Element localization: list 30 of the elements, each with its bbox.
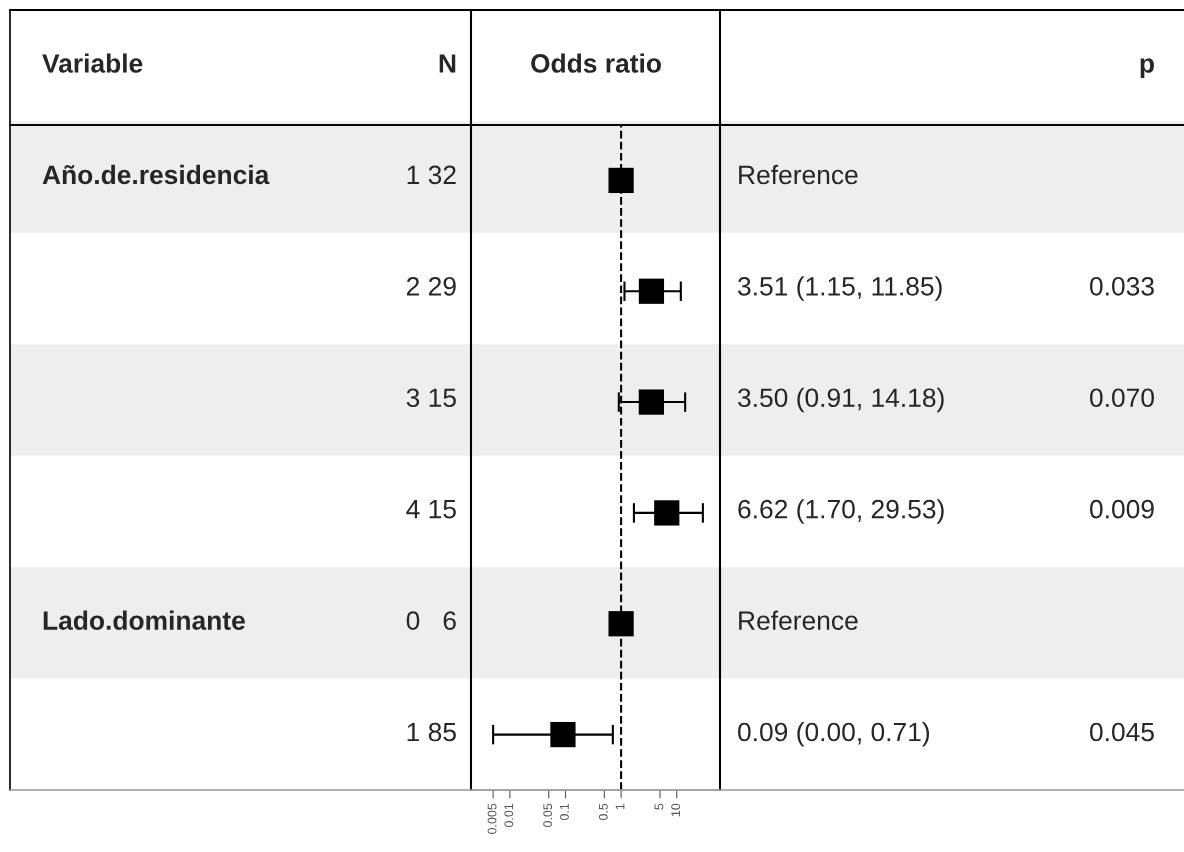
x-tick-label: 0.5 [598, 803, 608, 821]
text: 3.51 (1.15, 11.85) [738, 276, 942, 301]
x-tick-label: 0.1 [559, 803, 569, 821]
text: 0.033 [1090, 276, 1154, 296]
text: Variable [42, 53, 143, 73]
text: 0.009 [1090, 499, 1154, 519]
x-tick-label: 10 [671, 803, 681, 817]
y-tick-label: 1 32 [407, 165, 456, 185]
text: 0.070 [1090, 388, 1154, 408]
text: Reference [739, 164, 858, 185]
y-tick-label: 0 6 [406, 611, 456, 630]
y-tick-label: 3 15 [406, 388, 456, 408]
text: Año.de.residencia [42, 164, 270, 185]
x-tick-label: 0.01 [504, 803, 514, 828]
y-tick-label: 2 29 [406, 276, 456, 296]
text: Reference [739, 610, 858, 630]
x-tick-label: 5 [654, 803, 664, 810]
text: 6.62 (1.70, 29.53) [738, 499, 944, 524]
text: 0.09 (0.00, 0.71) [738, 721, 930, 747]
x-tick-label: 0.05 [543, 803, 553, 828]
text: Odds ratio [531, 53, 661, 73]
y-tick-label: 4 15 [406, 500, 456, 519]
text: 3.50 (0.91, 14.18) [738, 387, 944, 413]
text: p [1140, 58, 1154, 79]
x-tick-label: 0.005 [487, 803, 497, 834]
text: N [439, 54, 456, 73]
text: 0.045 [1090, 722, 1154, 742]
text: Lado.dominante [43, 610, 245, 630]
y-tick-label: 1 85 [407, 722, 456, 742]
x-tick-label: 1 [615, 803, 625, 810]
